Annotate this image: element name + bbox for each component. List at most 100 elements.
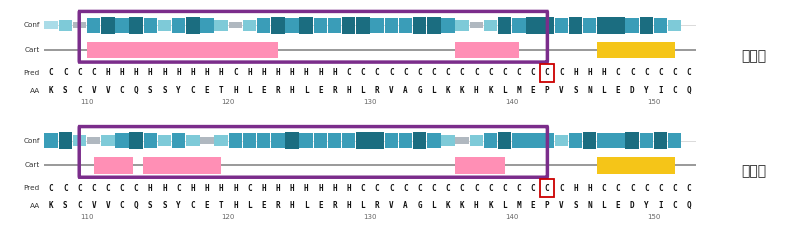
Bar	[101, 17, 114, 34]
Text: C: C	[389, 68, 394, 78]
Bar	[299, 133, 313, 148]
Bar	[328, 133, 342, 148]
Text: Q: Q	[686, 86, 691, 95]
Text: H: H	[233, 201, 238, 210]
Text: Q: Q	[686, 201, 691, 210]
Text: H: H	[318, 68, 322, 78]
Text: H: H	[474, 86, 478, 95]
Text: Cart: Cart	[25, 47, 40, 53]
Text: K: K	[49, 86, 54, 95]
Text: C: C	[559, 184, 564, 193]
Text: H: H	[304, 184, 309, 193]
Text: S: S	[148, 201, 153, 210]
Bar	[314, 18, 327, 33]
Bar	[597, 42, 674, 59]
Text: Y: Y	[176, 201, 181, 210]
Text: C: C	[474, 184, 478, 193]
Bar	[654, 132, 667, 149]
Text: K: K	[446, 86, 450, 95]
Bar	[158, 20, 171, 31]
Text: 150: 150	[646, 214, 660, 220]
Bar	[130, 132, 143, 149]
Text: L: L	[502, 201, 507, 210]
Text: C: C	[446, 184, 450, 193]
Text: A: A	[403, 86, 408, 95]
Text: K: K	[488, 201, 493, 210]
Bar	[87, 18, 100, 33]
Text: S: S	[162, 201, 166, 210]
Bar	[44, 21, 58, 29]
Text: H: H	[120, 68, 124, 78]
Bar	[115, 18, 129, 33]
Text: H: H	[162, 68, 166, 78]
Text: C: C	[488, 184, 493, 193]
Bar	[398, 18, 412, 33]
Text: C: C	[403, 68, 408, 78]
Bar	[73, 22, 86, 28]
Text: E: E	[616, 201, 620, 210]
Text: C: C	[389, 184, 394, 193]
Text: M: M	[517, 201, 521, 210]
Text: L: L	[361, 86, 366, 95]
Text: H: H	[219, 68, 223, 78]
Text: C: C	[602, 184, 606, 193]
Bar	[101, 135, 114, 146]
Bar	[554, 135, 568, 146]
Text: R: R	[374, 201, 379, 210]
Bar	[130, 17, 143, 34]
Bar	[314, 133, 327, 148]
Bar	[470, 135, 483, 146]
Text: C: C	[644, 68, 649, 78]
Text: C: C	[134, 184, 138, 193]
Text: N: N	[587, 201, 592, 210]
Text: L: L	[431, 201, 436, 210]
Bar	[668, 133, 682, 148]
Text: L: L	[602, 201, 606, 210]
Text: H: H	[290, 86, 294, 95]
Text: C: C	[120, 86, 124, 95]
Bar	[328, 18, 342, 33]
Text: C: C	[233, 68, 238, 78]
Text: D: D	[630, 86, 634, 95]
Text: H: H	[332, 68, 337, 78]
Text: K: K	[488, 86, 493, 95]
Bar	[583, 18, 597, 33]
Text: C: C	[77, 68, 82, 78]
Bar	[541, 64, 554, 82]
Bar	[385, 133, 398, 148]
Text: Pred: Pred	[23, 70, 40, 76]
Text: H: H	[290, 184, 294, 193]
Bar	[541, 133, 554, 148]
Text: 110: 110	[80, 99, 94, 105]
Bar	[484, 133, 498, 148]
Bar	[626, 18, 639, 33]
Text: C: C	[460, 68, 465, 78]
Text: C: C	[530, 184, 535, 193]
Text: S: S	[574, 201, 578, 210]
Text: T: T	[219, 86, 223, 95]
Text: C: C	[361, 68, 366, 78]
Text: H: H	[205, 68, 210, 78]
Text: N: N	[587, 86, 592, 95]
Bar	[299, 17, 313, 34]
Bar	[242, 133, 256, 148]
Text: V: V	[559, 86, 564, 95]
Bar	[654, 18, 667, 33]
Text: A: A	[403, 201, 408, 210]
Bar	[229, 133, 242, 148]
Bar	[640, 133, 653, 148]
Text: Y: Y	[644, 201, 649, 210]
Bar	[193, 42, 278, 59]
Text: H: H	[262, 184, 266, 193]
Bar	[498, 132, 511, 149]
Text: 130: 130	[363, 214, 377, 220]
Text: 抗病组: 抗病组	[741, 49, 766, 63]
Text: V: V	[91, 86, 96, 95]
Bar	[526, 17, 540, 34]
Text: C: C	[630, 184, 634, 193]
Text: L: L	[247, 201, 252, 210]
Text: C: C	[502, 68, 507, 78]
Bar	[271, 133, 285, 148]
Text: E: E	[262, 201, 266, 210]
Text: Y: Y	[644, 86, 649, 95]
